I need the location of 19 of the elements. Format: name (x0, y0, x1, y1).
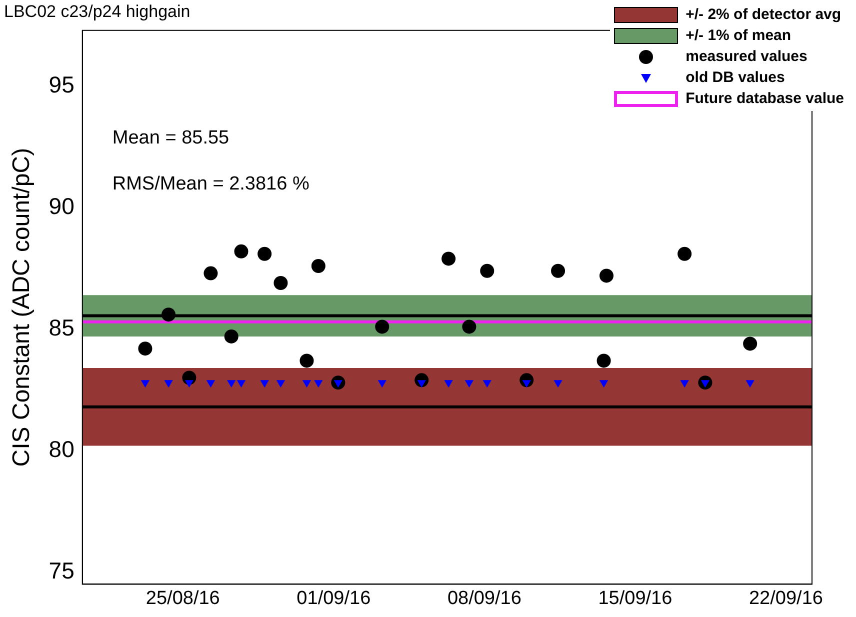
x-tick-label: 25/08/16 (146, 588, 220, 609)
x-tick-label: 08/09/16 (447, 588, 522, 609)
annotation: RMS/Mean = 2.3816 % (112, 174, 310, 195)
y-tick-label: 85 (48, 314, 74, 341)
y-tick-label: 90 (48, 193, 74, 220)
y-tick-label: 75 (48, 557, 74, 584)
legend-label: measured values (686, 48, 808, 65)
x-tick-label: 15/09/16 (598, 588, 672, 609)
legend-label: old DB values (686, 69, 785, 86)
y-tick-label: 80 (48, 436, 74, 462)
x-tick-label: 01/09/16 (296, 588, 371, 609)
legend-label: +/- 2% of detector avg (686, 6, 842, 23)
x-tick-label: 22/09/16 (748, 588, 823, 609)
y-tick-label: 95 (48, 72, 74, 98)
chart-title: LBC02 c23/p24 highgain (4, 2, 190, 21)
legend-label: +/- 1% of mean (686, 27, 792, 44)
y-axis-title: CIS Constant (ADC count/pC) (8, 148, 36, 467)
legend-label: Future database value (686, 90, 844, 107)
annotation: Mean = 85.55 (112, 128, 230, 149)
